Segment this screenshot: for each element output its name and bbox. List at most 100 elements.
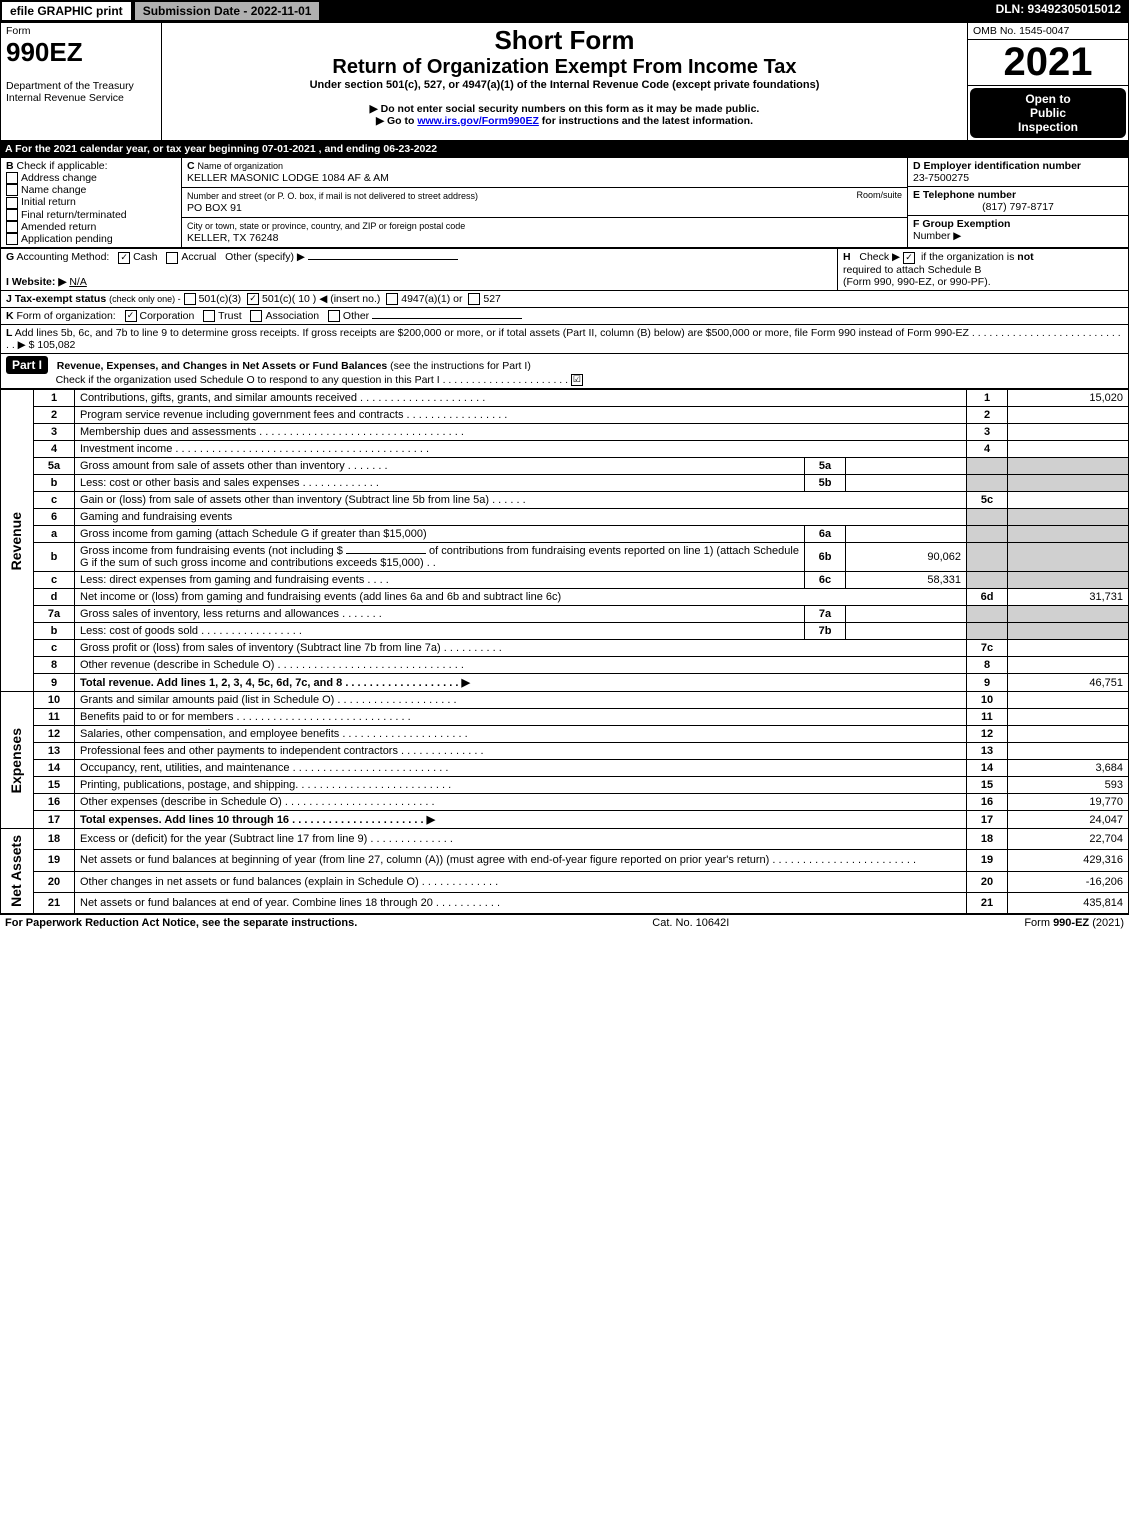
- other-specify-label: Other (specify) ▶: [225, 251, 305, 263]
- checkbox-assoc[interactable]: [250, 310, 262, 322]
- checkbox-pending[interactable]: [6, 233, 18, 245]
- k-label: K: [6, 310, 14, 322]
- form-label: Form: [6, 25, 31, 37]
- j-501c3: 501(c)(3): [199, 293, 242, 305]
- line-12: 12Salaries, other compensation, and empl…: [1, 726, 1129, 743]
- line-20: 20Other changes in net assets or fund ba…: [1, 871, 1129, 892]
- k-corp: Corporation: [140, 310, 195, 322]
- checkbox-schedule-o[interactable]: ☑: [571, 374, 583, 386]
- section-g-label: G: [6, 251, 14, 263]
- checkbox-initial-return[interactable]: [6, 197, 18, 209]
- line-6d: dNet income or (loss) from gaming and fu…: [1, 589, 1129, 606]
- l-amount: 105,082: [37, 339, 75, 351]
- goto-pre: ▶ Go to: [376, 115, 417, 127]
- header-table: Form 990EZ Department of the Treasury In…: [0, 22, 1129, 141]
- line-7b: bLess: cost of goods sold . . . . . . . …: [1, 623, 1129, 640]
- opt-name-change: Name change: [21, 184, 86, 196]
- checkbox-trust[interactable]: [203, 310, 215, 322]
- part-i-dots: . . . . . . . . . . . . . . . . . . . . …: [440, 374, 571, 386]
- footer-right: Form 990-EZ (2021): [1024, 917, 1124, 929]
- footer-mid: Cat. No. 10642I: [652, 917, 729, 929]
- website-value: N/A: [69, 276, 87, 288]
- checkbox-amended[interactable]: [6, 221, 18, 233]
- section-j: J Tax-exempt status (check only one) - 5…: [0, 291, 1129, 308]
- topbar-spacer: [321, 0, 987, 22]
- submission-date-label: Submission Date -: [143, 4, 251, 18]
- checkbox-other[interactable]: [328, 310, 340, 322]
- line-7c: cGross profit or (loss) from sales of in…: [1, 640, 1129, 657]
- j-text: (check only one) -: [109, 294, 181, 304]
- checkbox-cash[interactable]: ✓: [118, 252, 130, 264]
- public2: Public: [1030, 106, 1066, 120]
- checkbox-4947[interactable]: [386, 293, 398, 305]
- efile-label: efile GRAPHIC print: [0, 0, 133, 22]
- part-i-subtitle: (see the instructions for Part I): [390, 360, 531, 372]
- irs-link[interactable]: www.irs.gov/Form990EZ: [417, 115, 539, 127]
- line-11: 11Benefits paid to or for members . . . …: [1, 709, 1129, 726]
- h-text4: (Form 990, 990-EZ, or 990-PF).: [843, 276, 991, 288]
- line-2: 2Program service revenue including gover…: [1, 407, 1129, 424]
- check-if-applicable: Check if applicable:: [17, 160, 108, 172]
- addr-label: Number and street (or P. O. box, if mail…: [187, 191, 478, 201]
- checkbox-corp[interactable]: ✓: [125, 310, 137, 322]
- line-15: 15Printing, publications, postage, and s…: [1, 777, 1129, 794]
- j-4947: 4947(a)(1) or: [401, 293, 462, 305]
- info-table: B Check if applicable: Address change Na…: [0, 157, 1129, 248]
- k-trust: Trust: [218, 310, 242, 322]
- line-4: 4Investment income . . . . . . . . . . .…: [1, 441, 1129, 458]
- lines-table: Revenue 1 Contributions, gifts, grants, …: [0, 389, 1129, 914]
- line-6b: bGross income from fundraising events (n…: [1, 543, 1129, 572]
- dln-label: DLN: 93492305015012: [988, 0, 1129, 22]
- org-name: KELLER MASONIC LODGE 1084 AF & AM: [187, 172, 389, 184]
- section-k: K Form of organization: ✓Corporation Tru…: [0, 308, 1129, 325]
- line-7a: 7aGross sales of inventory, less returns…: [1, 606, 1129, 623]
- org-name-label: Name of organization: [198, 161, 284, 171]
- section-a-pre: A For the 2021 calendar year, or tax yea…: [5, 143, 262, 155]
- bullet-goto: ▶ Go to www.irs.gov/Form990EZ for instru…: [167, 115, 962, 127]
- ein-value: 23-7500275: [913, 172, 969, 184]
- public3: Inspection: [1018, 120, 1078, 134]
- tax-year: 2021: [968, 40, 1128, 86]
- line-18: Net Assets 18Excess or (deficit) for the…: [1, 829, 1129, 850]
- line-5a: 5aGross amount from sale of assets other…: [1, 458, 1129, 475]
- tax-year-begin: 07-01-2021: [262, 143, 316, 155]
- group-exemption-number: Number ▶: [913, 230, 961, 242]
- h-text3: required to attach Schedule B: [843, 264, 981, 276]
- room-label: Room/suite: [856, 190, 902, 200]
- dept-treasury: Department of the Treasury: [6, 80, 134, 92]
- h-not: not: [1017, 251, 1033, 263]
- section-b-label: B: [6, 160, 14, 172]
- checkbox-527[interactable]: [468, 293, 480, 305]
- line-10: Expenses 10Grants and similar amounts pa…: [1, 692, 1129, 709]
- accrual-label: Accrual: [181, 251, 216, 263]
- checkbox-501c3[interactable]: [184, 293, 196, 305]
- irs-label: Internal Revenue Service: [6, 92, 124, 104]
- l-label: L: [6, 327, 12, 339]
- footer: For Paperwork Reduction Act Notice, see …: [0, 914, 1129, 931]
- line-6c: cLess: direct expenses from gaming and f…: [1, 572, 1129, 589]
- j-501c: 501(c)( 10 ) ◀ (insert no.): [262, 293, 380, 305]
- checkbox-501c[interactable]: ✓: [247, 293, 259, 305]
- checkbox-name-change[interactable]: [6, 184, 18, 196]
- footer-left: For Paperwork Reduction Act Notice, see …: [5, 917, 357, 929]
- cash-label: Cash: [133, 251, 158, 263]
- checkbox-h[interactable]: ✓: [903, 252, 915, 264]
- opt-pending: Application pending: [21, 233, 113, 245]
- line-8: 8Other revenue (describe in Schedule O) …: [1, 657, 1129, 674]
- section-a-mid: , and ending: [316, 143, 384, 155]
- section-l: L Add lines 5b, 6c, and 7b to line 9 to …: [0, 325, 1129, 354]
- line-17: 17Total expenses. Add lines 10 through 1…: [1, 811, 1129, 829]
- group-exemption-label: F Group Exemption: [913, 218, 1010, 230]
- city-value: KELLER, TX 76248: [187, 232, 278, 244]
- expenses-vlabel: Expenses: [6, 724, 26, 797]
- k-text: Form of organization:: [17, 310, 116, 322]
- checkbox-address-change[interactable]: [6, 172, 18, 184]
- checkbox-final-return[interactable]: [6, 209, 18, 221]
- line-14: 14Occupancy, rent, utilities, and mainte…: [1, 760, 1129, 777]
- website-label: I Website: ▶: [6, 276, 66, 288]
- phone-value: (817) 797-8717: [913, 201, 1123, 213]
- section-h-label: H: [843, 251, 851, 263]
- opt-amended: Amended return: [21, 221, 96, 233]
- checkbox-accrual[interactable]: [166, 252, 178, 264]
- submission-date: Submission Date - 2022-11-01: [133, 0, 322, 22]
